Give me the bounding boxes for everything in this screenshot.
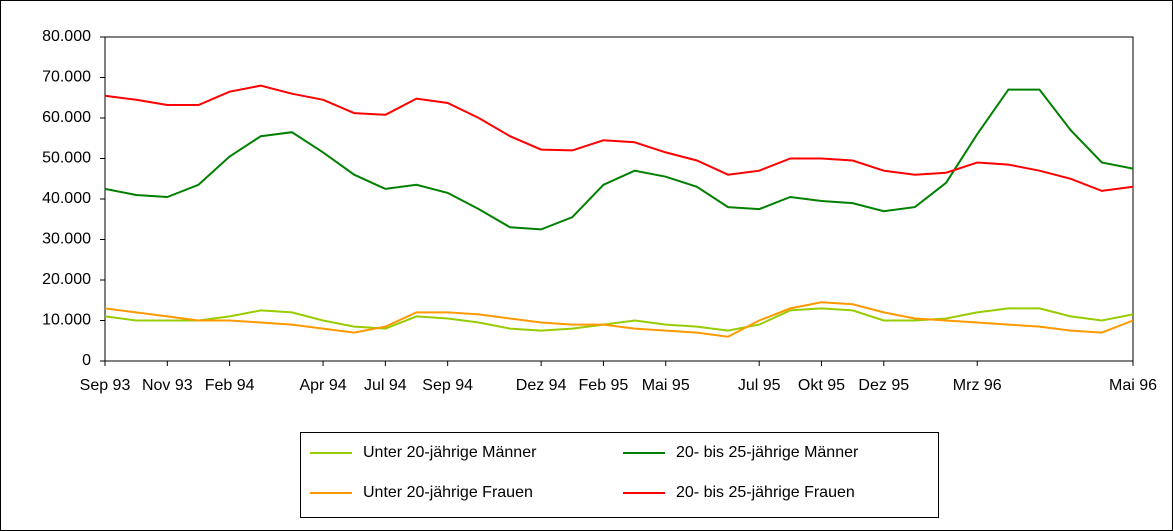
y-tick-label: 10.000 — [42, 312, 91, 329]
series-line — [104, 307, 1134, 332]
legend-label: 20- bis 25-jährige Männer — [676, 444, 859, 461]
y-tick-label: 80.000 — [42, 28, 91, 45]
legend-label: Unter 20-jährige Männer — [363, 444, 537, 461]
y-tick-label: 0 — [82, 352, 91, 369]
y-tick-label: 70.000 — [42, 69, 91, 86]
x-tick-label: Feb 95 — [579, 377, 629, 394]
x-tick-label: Jul 94 — [364, 377, 407, 394]
x-tick-label: Feb 94 — [205, 377, 255, 394]
y-tick-label: 20.000 — [42, 271, 91, 288]
x-tick-label: Mai 95 — [642, 377, 690, 394]
x-tick-label: Mrz 96 — [953, 377, 1002, 394]
x-tick-label: Apr 94 — [299, 377, 346, 394]
x-tick-label: Jul 95 — [738, 377, 781, 394]
legend-label: 20- bis 25-jährige Frauen — [676, 484, 855, 501]
y-tick-label: 50.000 — [42, 150, 91, 167]
x-tick-label: Mai 96 — [1109, 377, 1157, 394]
series-line — [104, 84, 1134, 192]
x-tick-label: Sep 94 — [422, 377, 473, 394]
x-tick-label: Okt 95 — [798, 377, 845, 394]
legend-box — [300, 432, 939, 518]
x-tick-label: Dez 95 — [858, 377, 909, 394]
x-tick-label: Sep 93 — [80, 377, 131, 394]
y-tick-label: 60.000 — [42, 109, 91, 126]
x-tick-label: Nov 93 — [142, 377, 193, 394]
y-tick-label: 40.000 — [42, 190, 91, 207]
legend-label: Unter 20-jährige Frauen — [363, 484, 533, 501]
series-line — [104, 88, 1134, 231]
y-tick-label: 30.000 — [42, 231, 91, 248]
series-line — [104, 301, 1134, 338]
x-tick-label: Dez 94 — [516, 377, 567, 394]
